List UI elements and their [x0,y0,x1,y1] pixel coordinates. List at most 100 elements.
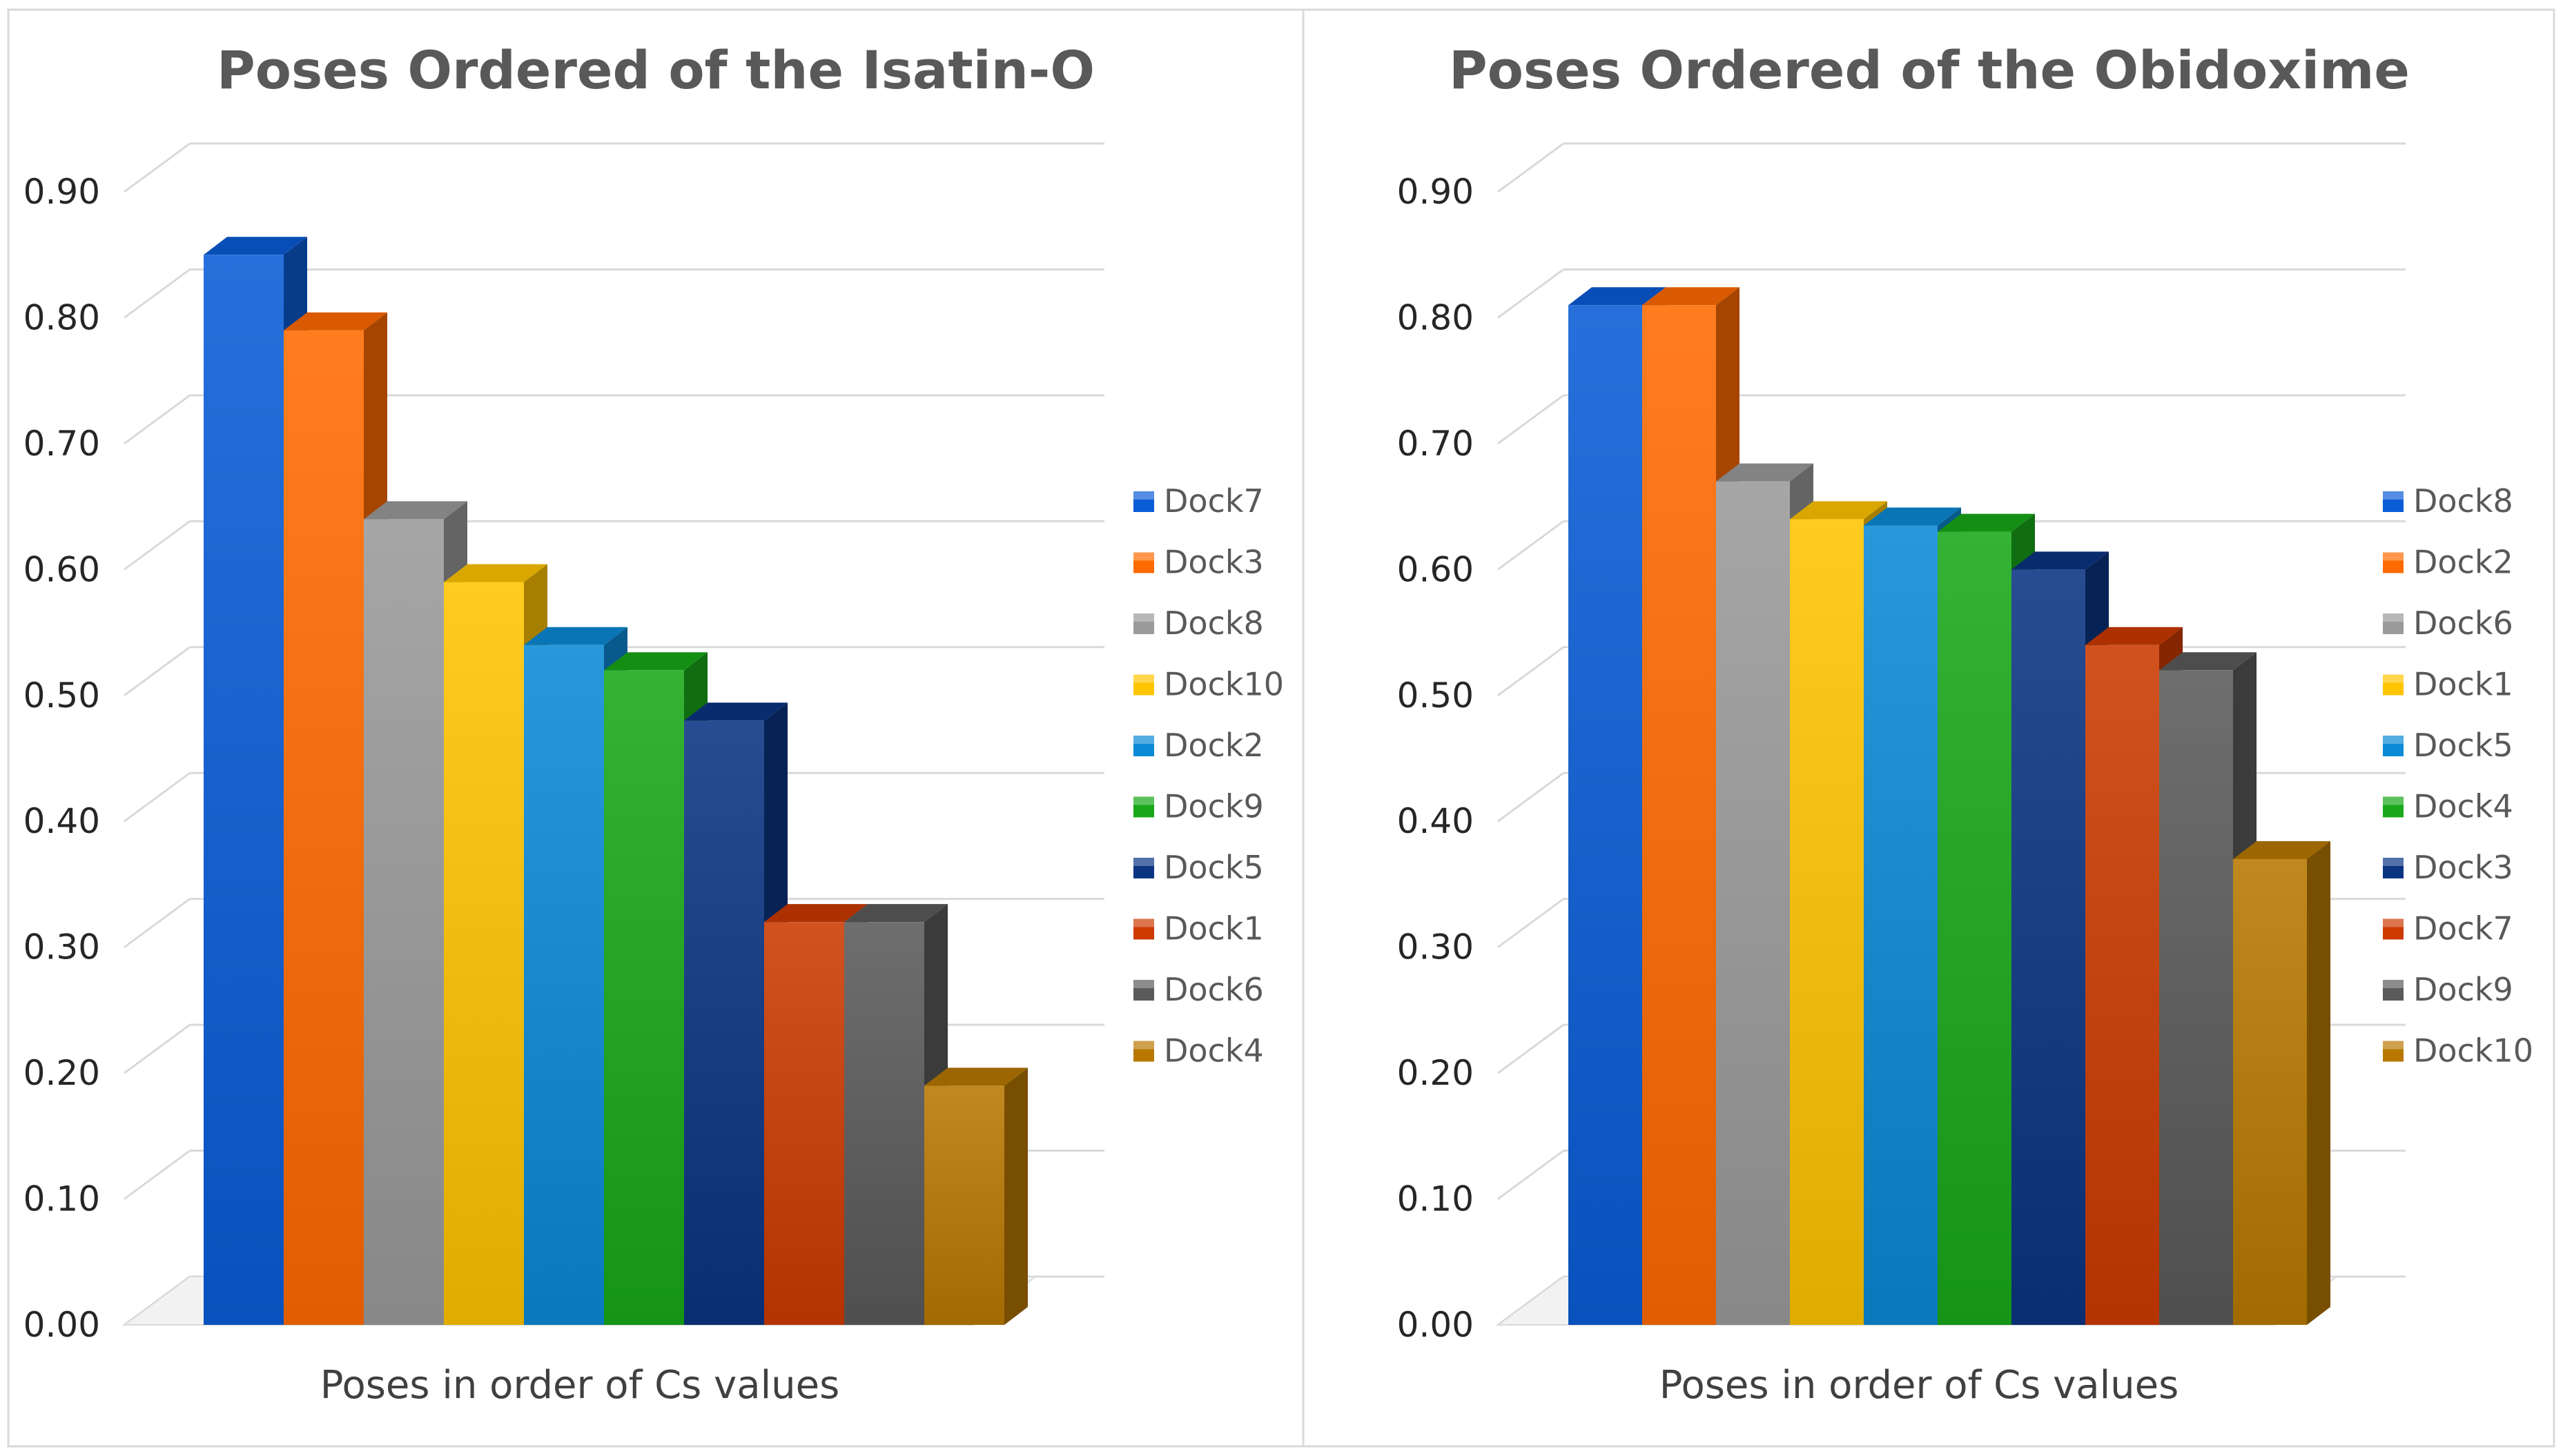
chart-obidoxime: Poses Ordered of the Obidoxime 0.000.100… [1397,39,2533,1408]
legend-swatch-highlight [1133,1041,1154,1050]
bar-top [1568,287,1666,306]
bar-side [2307,840,2330,1325]
legend-swatch-highlight [1133,736,1154,744]
legend-item-dock2: Dock2 [2383,544,2513,581]
legend-item-dock3: Dock3 [2383,849,2513,886]
bar-front [1716,481,1790,1325]
y-tick-label: 0.30 [1397,927,1474,967]
bar-front [204,255,284,1326]
bar-top [204,237,307,255]
y-tick-label: 0.00 [23,1305,100,1345]
gridline-depth [124,520,191,571]
gridline-depth [1497,394,1564,445]
legend-item-dock8: Dock8 [2383,482,2513,520]
bar-front [284,330,364,1325]
bar-front [444,582,524,1325]
bar-top [284,312,387,331]
legend-item-dock7: Dock7 [2383,910,2513,947]
y-tick-label: 0.00 [1397,1305,1474,1345]
bar-top [524,627,627,645]
bar-top [1790,501,1887,520]
legend: Dock8 Dock2 Dock6 Dock1 Dock5 Dock4 Dock3 Dock7… [2383,482,2533,1070]
legend-label: Dock4 [2413,788,2513,825]
legend-item-dock6: Dock6 [1133,971,1264,1008]
legend-label: Dock10 [1164,666,1284,703]
bar-front [524,645,604,1325]
y-tick-label: 0.80 [23,297,100,337]
legend-label: Dock2 [2413,544,2513,581]
bar-top [444,564,547,582]
bar-front [1938,531,2011,1325]
legend-item-dock7: Dock7 [1133,482,1264,520]
plot-area: 0.00 0.10 0.20 0.30 0.40 0.50 0.60 0.70 0.80 0.90 [23,142,1104,1345]
gridline-depth [1497,142,1564,193]
bar-front [1864,525,1938,1325]
legend-swatch-highlight [1133,918,1154,927]
bar-top [1642,287,1739,306]
legend-label: Dock7 [1164,482,1264,520]
bar-dock10 [2233,840,2330,1325]
legend-swatch-highlight [2383,980,2404,988]
chart-isatin-o: Poses Ordered of the Isatin-O 0.00 0.10 0.… [23,39,1284,1408]
legend-label: Dock6 [2413,604,2513,642]
legend-swatch-highlight [2383,918,2404,927]
legend-label: Dock3 [1164,544,1264,581]
legend-swatch-highlight [1133,980,1154,988]
y-tick-label: 0.40 [23,801,100,841]
bar-dock4 [924,1068,1028,1325]
legend-item-dock2: Dock2 [1133,727,1264,764]
bar-top [364,501,467,520]
bar-front [2233,858,2307,1325]
gridline-depth [124,898,191,948]
y-tick-label: 0.60 [1397,549,1474,589]
x-axis-label: Poses in order of Cs values [1659,1363,2179,1408]
y-tick-label: 0.30 [23,927,100,967]
legend-label: Dock7 [2413,910,2513,947]
y-tick-label: 0.40 [1397,801,1474,841]
y-tick-label: 0.70 [23,424,100,464]
gridline-depth [124,268,191,319]
legend-label: Dock5 [1164,849,1264,886]
gridline-depth [1497,520,1564,571]
bar-front [364,519,444,1326]
y-tick-label: 0.50 [1397,676,1474,716]
legend-swatch-highlight [2383,1041,2404,1050]
legend-swatch-highlight [2383,552,2404,561]
bar-front [1790,519,1864,1326]
y-tick-label: 0.90 [1397,172,1474,212]
plot-area: 0.00 0.10 0.20 0.30 0.40 0.50 0.60 0.70 0.80 0.90 [1397,142,2406,1345]
legend: Dock7 Dock3 Dock8 Dock10 Dock2 Dock9 Dock5 Dock… [1133,482,1284,1070]
bar-top [2159,652,2257,671]
legend-label: Dock2 [1164,727,1264,764]
legend-label: Dock9 [2413,971,2513,1008]
bar-front [1642,305,1716,1326]
legend-item-dock1: Dock1 [1133,910,1264,947]
bar-front [2011,569,2085,1326]
legend-item-dock3: Dock3 [1133,544,1264,581]
gridline-depth [1497,646,1564,696]
legend-swatch-highlight [1133,858,1154,866]
y-tick-label: 0.10 [23,1179,100,1219]
legend-label: Dock10 [2413,1032,2533,1070]
bar-top [1864,507,1961,526]
legend-item-dock10: Dock10 [1133,666,1284,703]
bar-side [1004,1068,1028,1325]
x-axis-label: Poses in order of Cs values [320,1363,840,1408]
bar-top [684,702,788,721]
legend-item-dock9: Dock9 [1133,788,1264,825]
legend-swatch-highlight [1133,552,1154,561]
legend-label: Dock1 [1164,910,1264,947]
y-tick-label: 0.50 [23,676,100,716]
legend-label: Dock1 [2413,666,2513,703]
chart-title: Poses Ordered of the Isatin-O [217,39,1095,101]
legend-item-dock8: Dock8 [1133,604,1264,642]
bar-top [844,904,948,923]
legend-label: Dock8 [2413,482,2513,520]
legend-item-dock10: Dock10 [2383,1032,2533,1070]
bar-front [2159,670,2233,1325]
bar-front [604,670,684,1325]
legend-label: Dock9 [1164,788,1264,825]
legend-swatch-highlight [1133,613,1154,622]
legend-swatch-highlight [1133,674,1154,683]
